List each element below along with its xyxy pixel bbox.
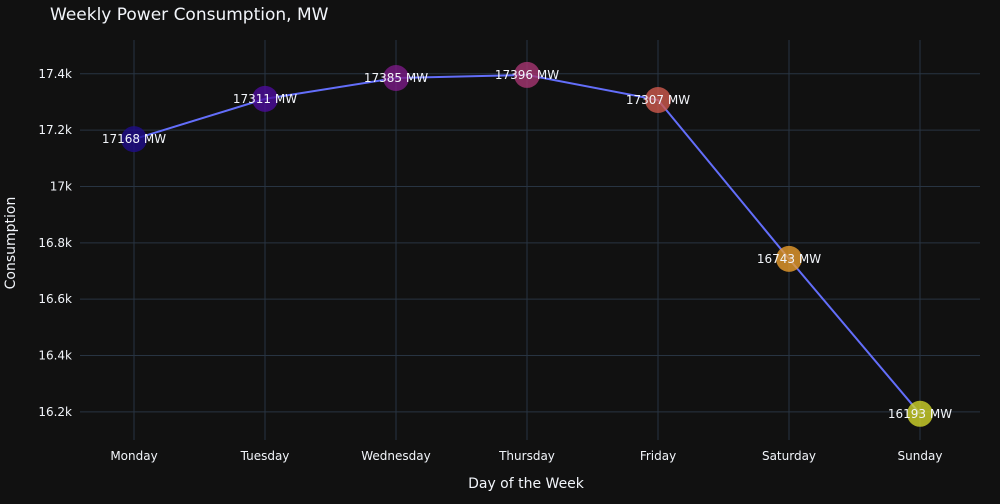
data-label: 17307 MW [626,93,690,107]
x-tick-label: Saturday [762,449,816,463]
data-point-marker[interactable] [252,85,278,112]
data-point-marker[interactable] [383,65,409,92]
data-point-marker[interactable] [514,61,540,88]
y-tick-label: 17k [50,179,72,193]
y-tick-label: 16.2k [38,405,72,419]
x-tick-label: Monday [110,449,157,463]
data-point-marker[interactable] [121,126,147,153]
y-tick-label: 16.8k [38,236,72,250]
data-label: 16193 MW [888,407,952,421]
data-label: 17385 MW [364,71,428,85]
data-point-marker[interactable] [645,87,671,113]
x-axis-title: Day of the Week [468,476,585,492]
data-point-marker[interactable] [907,400,933,427]
y-tick-label: 16.4k [38,348,72,362]
x-tick-label: Tuesday [240,449,290,463]
y-tick-label: 17.2k [38,123,72,137]
x-tick-label: Thursday [498,449,555,463]
data-label: 17311 MW [233,92,297,106]
data-label: 17396 MW [495,68,559,82]
chart-title: Weekly Power Consumption, MW [50,5,329,25]
data-label: 17168 MW [102,132,166,146]
markers-layer [121,61,933,427]
y-axis-title: Consumption [3,197,19,290]
data-label: 16743 MW [757,252,821,266]
y-tick-label: 17.4k [38,67,72,81]
x-tick-label: Wednesday [361,449,430,463]
tick-labels-layer: 16.2k 16.4k 16.6k 16.8k 17k 17.2k 17.4k Monday T… [38,67,942,463]
data-labels-layer: 17168 MW 17311 MW 17385 MW 17396 MW 17307 MW… [102,68,952,421]
y-tick-label: 16.6k [38,292,72,306]
x-tick-label: Sunday [898,449,943,463]
x-tick-label: Friday [640,449,676,463]
data-point-marker[interactable] [776,245,802,272]
